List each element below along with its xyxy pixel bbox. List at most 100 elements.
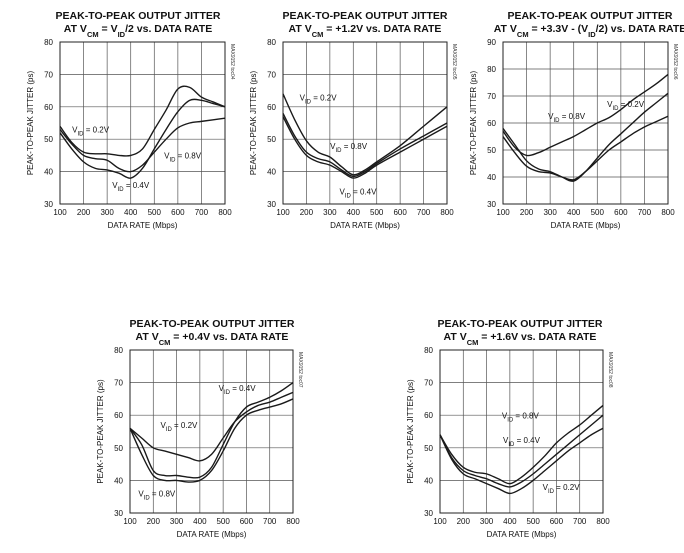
y-axis-label: PEAK-TO-PEAK JITTER (ps) bbox=[96, 379, 105, 484]
x-tick-label: 200 bbox=[300, 208, 314, 217]
series-annotation: VID = 0.2V bbox=[160, 421, 198, 433]
y-tick-label: 70 bbox=[487, 92, 496, 101]
chart-title: PEAK-TO-PEAK OUTPUT JITTER bbox=[508, 10, 673, 22]
x-tick-label: 300 bbox=[100, 208, 114, 217]
x-tick-label: 600 bbox=[171, 208, 185, 217]
part-number-label: MAX9152 toc08 bbox=[607, 352, 613, 388]
y-axis-label: PEAK-TO-PEAK JITTER (ps) bbox=[249, 71, 258, 176]
x-axis-label: DATA RATE (Mbps) bbox=[108, 221, 178, 230]
x-axis-label: DATA RATE (Mbps) bbox=[551, 221, 621, 230]
x-tick-label: 400 bbox=[567, 208, 581, 217]
y-tick-label: 80 bbox=[114, 346, 123, 355]
series-line bbox=[502, 115, 669, 181]
x-tick-label: 700 bbox=[417, 208, 431, 217]
series-line bbox=[439, 427, 604, 495]
series-line bbox=[282, 116, 448, 179]
y-tick-label: 80 bbox=[267, 38, 276, 47]
x-tick-label: 500 bbox=[148, 208, 162, 217]
plot-frame bbox=[439, 349, 604, 514]
series-annotation: VID = 0.4V bbox=[219, 384, 257, 396]
x-tick-label: 800 bbox=[286, 517, 300, 526]
plot-frame bbox=[502, 41, 669, 205]
x-tick-label: 100 bbox=[123, 517, 137, 526]
x-tick-label: 100 bbox=[496, 208, 510, 217]
chart-subtitle: AT VCM = +0.4V vs. DATA RATE bbox=[136, 331, 289, 347]
series-line bbox=[439, 414, 604, 488]
y-tick-label: 50 bbox=[267, 135, 276, 144]
y-axis-label: PEAK-TO-PEAK JITTER (ps) bbox=[406, 379, 415, 484]
series-annotation: VID = 0.8V bbox=[502, 411, 540, 423]
plot-frame bbox=[282, 41, 448, 205]
y-tick-label: 40 bbox=[44, 168, 53, 177]
chart-title: PEAK-TO-PEAK OUTPUT JITTER bbox=[130, 318, 295, 330]
x-tick-label: 200 bbox=[520, 208, 534, 217]
x-tick-label: 200 bbox=[457, 517, 471, 526]
y-axis-label: PEAK-TO-PEAK JITTER (ps) bbox=[26, 71, 35, 176]
y-axis-label: PEAK-TO-PEAK JITTER (ps) bbox=[469, 71, 478, 176]
series-annotation: VID = 0.8V bbox=[330, 142, 368, 154]
series-annotation: VID = 0.4V bbox=[112, 181, 150, 193]
x-tick-label: 700 bbox=[195, 208, 209, 217]
plot-frame bbox=[129, 349, 294, 514]
x-tick-label: 700 bbox=[263, 517, 277, 526]
series-annotation: VID = 0.8V bbox=[138, 490, 176, 502]
chart-subtitle: AT VCM = VID/2 vs. DATA RATE bbox=[64, 23, 212, 39]
series-line bbox=[502, 73, 669, 157]
chart-subtitle: AT VCM = +1.6V vs. DATA RATE bbox=[444, 331, 597, 347]
x-axis-label: DATA RATE (Mbps) bbox=[487, 530, 557, 539]
x-tick-label: 400 bbox=[347, 208, 361, 217]
part-number-label: MAX9152 toc07 bbox=[297, 352, 303, 388]
x-tick-label: 200 bbox=[147, 517, 161, 526]
x-tick-label: 800 bbox=[218, 208, 232, 217]
series-line bbox=[282, 93, 448, 176]
y-tick-label: 60 bbox=[267, 103, 276, 112]
x-tick-label: 400 bbox=[503, 517, 517, 526]
y-tick-label: 60 bbox=[114, 411, 123, 420]
y-tick-label: 40 bbox=[487, 173, 496, 182]
x-tick-label: 100 bbox=[276, 208, 290, 217]
y-tick-label: 30 bbox=[487, 200, 496, 209]
y-tick-label: 70 bbox=[114, 379, 123, 388]
series-annotation: VID = 0.4V bbox=[340, 187, 378, 199]
x-tick-label: 500 bbox=[526, 517, 540, 526]
y-tick-label: 70 bbox=[267, 70, 276, 79]
chart-title: PEAK-TO-PEAK OUTPUT JITTER bbox=[283, 10, 448, 22]
x-tick-label: 400 bbox=[124, 208, 138, 217]
y-tick-label: 50 bbox=[487, 146, 496, 155]
y-tick-label: 40 bbox=[267, 168, 276, 177]
series-line bbox=[59, 117, 226, 173]
series-annotation: VID = 0.8V bbox=[548, 112, 586, 124]
series-annotation: VID = 0.2V bbox=[543, 483, 581, 495]
y-tick-label: 60 bbox=[44, 103, 53, 112]
series-line bbox=[59, 85, 226, 157]
x-tick-label: 100 bbox=[433, 517, 447, 526]
x-tick-label: 800 bbox=[440, 208, 454, 217]
x-tick-label: 500 bbox=[591, 208, 605, 217]
x-tick-label: 600 bbox=[240, 517, 254, 526]
y-tick-label: 50 bbox=[44, 135, 53, 144]
series-line bbox=[129, 382, 294, 479]
y-tick-label: 30 bbox=[267, 200, 276, 209]
x-tick-label: 700 bbox=[573, 517, 587, 526]
series-annotation: VID = 0.2V bbox=[72, 126, 110, 138]
y-tick-label: 50 bbox=[424, 444, 433, 453]
y-tick-label: 80 bbox=[487, 65, 496, 74]
x-axis-label: DATA RATE (Mbps) bbox=[177, 530, 247, 539]
part-number-label: MAX9152 toc04 bbox=[229, 44, 235, 80]
x-tick-label: 300 bbox=[323, 208, 337, 217]
x-tick-label: 300 bbox=[543, 208, 557, 217]
x-tick-label: 500 bbox=[216, 517, 230, 526]
series-annotation: VID = 0.2V bbox=[300, 93, 338, 105]
part-number-label: MAX9152 toc06 bbox=[672, 44, 678, 80]
y-tick-label: 60 bbox=[424, 411, 433, 420]
x-tick-label: 400 bbox=[193, 517, 207, 526]
y-tick-label: 30 bbox=[114, 509, 123, 518]
x-tick-label: 200 bbox=[77, 208, 91, 217]
y-tick-label: 80 bbox=[424, 346, 433, 355]
series-annotation: VID = 0.2V bbox=[607, 100, 645, 112]
series-line bbox=[129, 398, 294, 483]
plot-frame bbox=[59, 41, 226, 205]
